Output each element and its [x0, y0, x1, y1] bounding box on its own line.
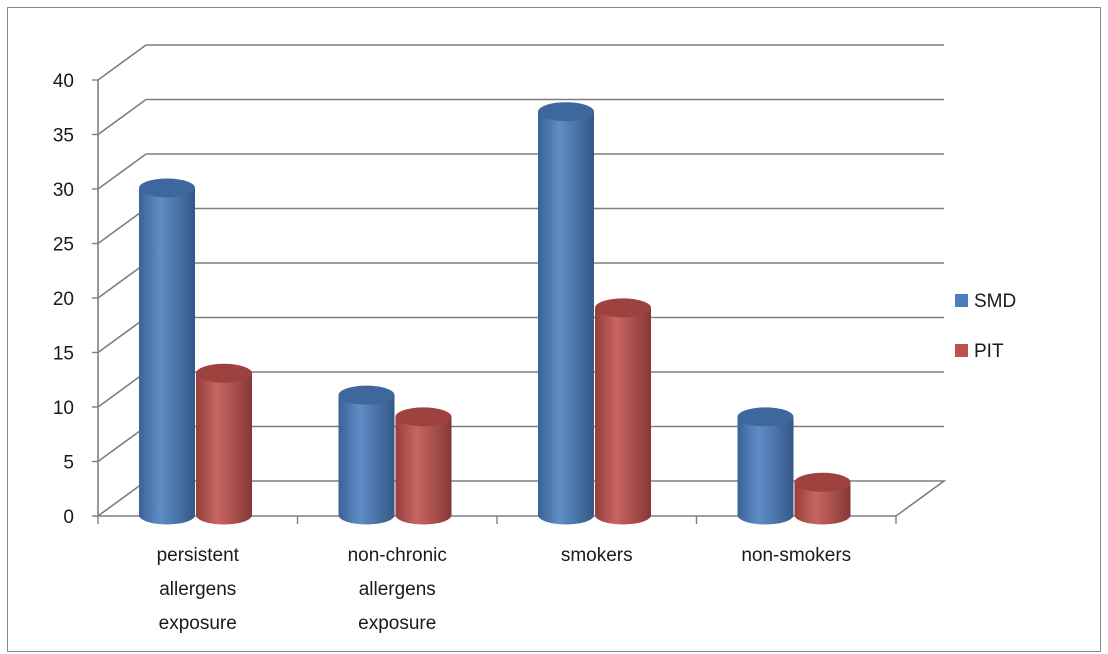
- x-category-label: non-smokers: [741, 545, 851, 566]
- y-tick-label: 25: [53, 235, 74, 256]
- x-category-line: exposure: [358, 613, 436, 634]
- bar-body: [338, 395, 395, 525]
- gridline-side: [97, 98, 147, 136]
- bars: [139, 102, 851, 525]
- bar-pit-3: [794, 472, 851, 525]
- y-tick-label: 10: [53, 398, 74, 419]
- bar-top: [139, 178, 195, 198]
- x-category-label: persistent allergens exposure: [157, 545, 240, 634]
- y-tick-label: 30: [53, 180, 74, 201]
- x-category-line: exposure: [159, 613, 237, 634]
- x-category-line: allergens: [359, 579, 436, 600]
- bar-pit-1: [395, 407, 452, 525]
- x-category-label: non-chronic allergens exposure: [348, 545, 447, 634]
- bar-body: [538, 111, 594, 525]
- y-tick-label: 5: [63, 453, 74, 474]
- legend-label-smd: SMD: [974, 291, 1016, 312]
- bar-body: [595, 307, 651, 525]
- legend-swatch-pit: [955, 344, 968, 357]
- x-category-line: smokers: [561, 545, 633, 566]
- x-category-line: non-smokers: [741, 545, 851, 566]
- y-tick-label: 40: [53, 71, 74, 92]
- bar-smd-3: [737, 407, 794, 525]
- bar-pit-0: [196, 363, 252, 525]
- y-tick-label: 15: [53, 344, 74, 365]
- bar-smd-1: [338, 385, 395, 525]
- chart-frame: 0 5 10 15 20 25 30 35 40 persistent allergens expo…: [7, 7, 1101, 652]
- bar-top: [395, 407, 452, 427]
- y-axis-ticks: 0 5 10 15 20 25 30 35 40: [53, 71, 74, 528]
- axes: [92, 79, 897, 524]
- bar-smd-0: [139, 178, 195, 525]
- y-tick-label: 0: [63, 507, 74, 528]
- bar-pit-2: [595, 298, 651, 525]
- bar-top: [595, 298, 651, 318]
- gridline-side: [97, 425, 147, 463]
- bar-top: [737, 407, 794, 427]
- x-category-label: smokers: [561, 545, 633, 566]
- legend-swatch-smd: [955, 294, 968, 307]
- legend: SMD PIT: [955, 291, 1016, 362]
- gridline-side: [97, 44, 147, 81]
- legend-label-pit: PIT: [974, 341, 1004, 362]
- gridline-side: [97, 371, 147, 408]
- bar-body: [196, 373, 252, 525]
- bar-top: [538, 102, 594, 122]
- bar-body: [395, 416, 452, 525]
- bar-smd-2: [538, 102, 594, 525]
- bar-body: [794, 482, 851, 525]
- y-tick-label: 35: [53, 126, 74, 147]
- gridline-side: [97, 316, 147, 354]
- gridline-side: [97, 262, 147, 299]
- bar-body: [139, 188, 195, 525]
- bar-chart: 0 5 10 15 20 25 30 35 40 persistent allergens expo…: [53, 44, 1016, 634]
- x-category-line: non-chronic: [348, 545, 447, 566]
- gridline-side: [97, 153, 147, 190]
- y-tick-label: 20: [53, 289, 74, 310]
- x-axis-labels: persistent allergens exposure non-chronic al…: [157, 545, 852, 634]
- x-category-line: allergens: [159, 579, 236, 600]
- gridline-side: [97, 207, 147, 245]
- bar-top: [338, 385, 395, 405]
- bar-top: [196, 363, 252, 383]
- bar-top: [794, 472, 851, 492]
- bar-body: [737, 416, 794, 525]
- x-category-line: persistent: [157, 545, 240, 566]
